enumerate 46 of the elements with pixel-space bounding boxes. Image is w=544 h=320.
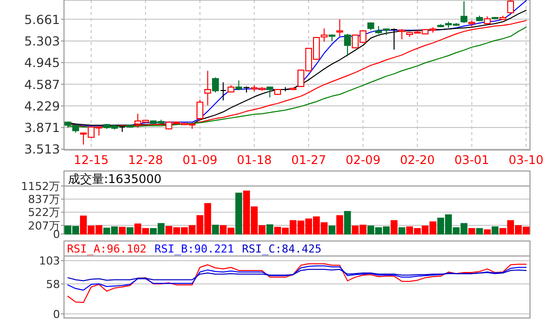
bar bbox=[468, 228, 476, 234]
series-label: RSI_B:90.221 bbox=[154, 242, 234, 256]
bar bbox=[235, 192, 242, 234]
x-tick-label: 01-27 bbox=[291, 153, 326, 167]
line-series bbox=[67, 263, 527, 303]
x-tick-label: 03-10 bbox=[508, 153, 544, 167]
candlestick bbox=[391, 29, 397, 50]
y-tick-label: 3.513 bbox=[24, 142, 60, 157]
bar bbox=[212, 224, 219, 234]
x-tick-label: 02-09 bbox=[346, 153, 380, 167]
bar bbox=[266, 224, 274, 234]
candlestick bbox=[336, 18, 344, 37]
x-tick-label: 01-09 bbox=[182, 153, 218, 167]
bar bbox=[118, 226, 126, 234]
bar bbox=[344, 211, 351, 234]
x-tick-label: 03-01 bbox=[454, 153, 490, 167]
bar bbox=[328, 226, 336, 234]
x-tick-label: 01-18 bbox=[236, 153, 272, 167]
bar bbox=[126, 227, 134, 234]
line-series bbox=[67, 268, 527, 282]
candlestick bbox=[204, 70, 212, 106]
line-series bbox=[67, 265, 527, 291]
chart-title: 成交量:1635000 bbox=[68, 172, 162, 186]
y-tick-label: 0 bbox=[53, 308, 60, 320]
y-tick-label: 5.661 bbox=[24, 12, 60, 27]
text: RSI_A:96.102 bbox=[67, 242, 146, 256]
y-tick-label: 5.303 bbox=[24, 33, 60, 48]
y-tick-label: 4.229 bbox=[24, 98, 60, 114]
bar bbox=[398, 227, 406, 234]
bar bbox=[492, 226, 498, 234]
x-tick-label: 12-28 bbox=[128, 153, 163, 167]
bar bbox=[336, 215, 344, 234]
bar bbox=[484, 229, 491, 234]
series-label: RSI_C:84.425 bbox=[242, 242, 322, 256]
y-tick-label: 58 bbox=[46, 278, 60, 291]
y-tick-label: 3.871 bbox=[24, 120, 60, 136]
x-tick-label: 02-20 bbox=[400, 153, 435, 167]
bar bbox=[476, 228, 483, 234]
y-tick-label: 103 bbox=[39, 254, 60, 268]
y-tick-label: 4.945 bbox=[24, 55, 60, 70]
y-tick-label: 837万 bbox=[28, 193, 60, 206]
x-tick-label: 12-15 bbox=[74, 153, 109, 167]
y-tick-label: 522万 bbox=[28, 206, 60, 220]
bar bbox=[390, 220, 398, 234]
y-tick-label: 4.587 bbox=[24, 76, 60, 92]
y-tick-label: 1152万 bbox=[21, 180, 60, 193]
